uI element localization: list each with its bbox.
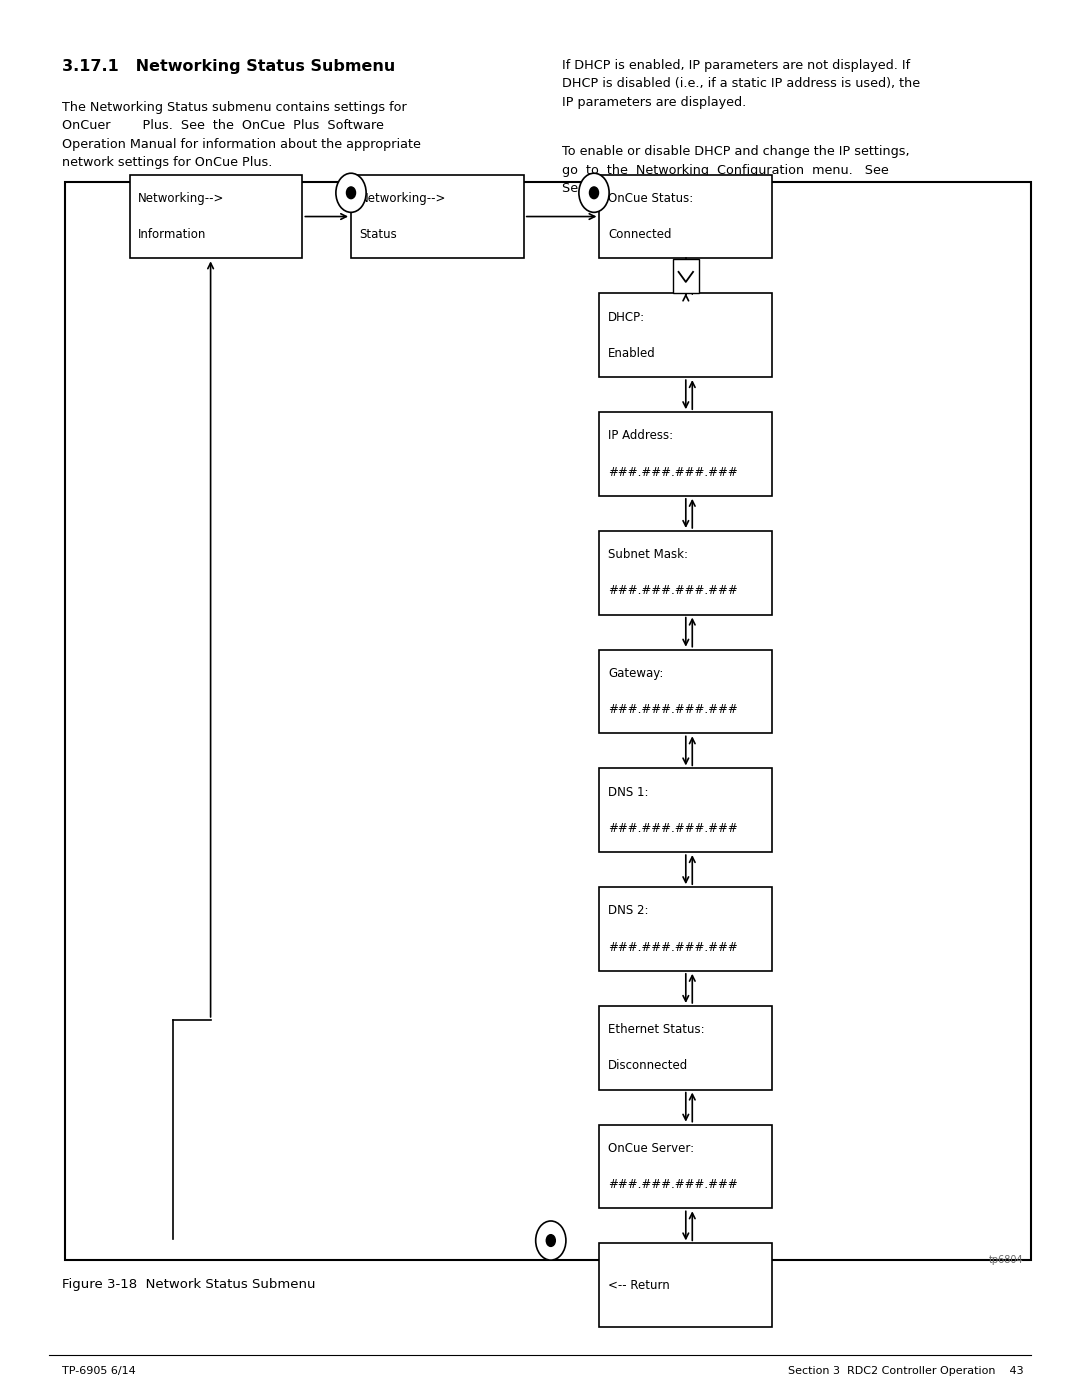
Text: If DHCP is enabled, IP parameters are not displayed. If
DHCP is disabled (i.e., : If DHCP is enabled, IP parameters are no… <box>562 59 920 109</box>
Bar <box>351 175 524 258</box>
Bar <box>599 1243 772 1327</box>
Text: <-- Return: <-- Return <box>608 1278 670 1292</box>
Text: Networking-->: Networking--> <box>360 191 446 205</box>
Text: The Networking Status submenu contains settings for
OnCuer        Plus.  See  th: The Networking Status submenu contains s… <box>62 101 420 169</box>
Text: Connected: Connected <box>608 228 672 242</box>
Text: tp6804: tp6804 <box>989 1255 1024 1264</box>
Text: DNS 1:: DNS 1: <box>608 785 649 799</box>
Text: DHCP:: DHCP: <box>608 310 645 324</box>
Text: ###.###.###.###: ###.###.###.### <box>608 703 738 717</box>
Text: Information: Information <box>138 228 206 242</box>
Text: OnCue Server:: OnCue Server: <box>608 1141 694 1155</box>
Text: Status: Status <box>360 228 397 242</box>
Bar <box>599 175 772 258</box>
Text: ###.###.###.###: ###.###.###.### <box>608 465 738 479</box>
Text: Networking-->: Networking--> <box>138 191 225 205</box>
Bar <box>599 531 772 615</box>
Bar <box>130 175 302 258</box>
Text: Section 3  RDC2 Controller Operation    43: Section 3 RDC2 Controller Operation 43 <box>788 1366 1024 1376</box>
Text: IP Address:: IP Address: <box>608 429 673 443</box>
Bar <box>65 182 1031 1260</box>
Bar <box>599 1125 772 1208</box>
Text: TP-6905 6/14: TP-6905 6/14 <box>62 1366 135 1376</box>
Bar <box>599 650 772 733</box>
Bar <box>599 768 772 852</box>
Text: ###.###.###.###: ###.###.###.### <box>608 940 738 954</box>
Circle shape <box>347 187 355 198</box>
Bar <box>673 260 699 293</box>
Text: To enable or disable DHCP and change the IP settings,
go  to  the  Networking  C: To enable or disable DHCP and change the… <box>562 145 909 196</box>
Text: OnCue Status:: OnCue Status: <box>608 191 693 205</box>
Circle shape <box>590 187 598 198</box>
Circle shape <box>579 173 609 212</box>
Text: ###.###.###.###: ###.###.###.### <box>608 1178 738 1192</box>
Text: ###.###.###.###: ###.###.###.### <box>608 821 738 835</box>
Bar <box>599 293 772 377</box>
Circle shape <box>536 1221 566 1260</box>
Bar <box>599 412 772 496</box>
Bar <box>599 1006 772 1090</box>
Bar <box>599 887 772 971</box>
Text: DNS 2:: DNS 2: <box>608 904 649 918</box>
Text: Gateway:: Gateway: <box>608 666 663 680</box>
Text: Ethernet Status:: Ethernet Status: <box>608 1023 704 1037</box>
Text: Subnet Mask:: Subnet Mask: <box>608 548 688 562</box>
Circle shape <box>546 1235 555 1246</box>
Text: Figure 3-18  Network Status Submenu: Figure 3-18 Network Status Submenu <box>62 1278 315 1291</box>
Text: Enabled: Enabled <box>608 346 656 360</box>
Text: Disconnected: Disconnected <box>608 1059 688 1073</box>
Text: ###.###.###.###: ###.###.###.### <box>608 584 738 598</box>
Circle shape <box>336 173 366 212</box>
Text: 3.17.1   Networking Status Submenu: 3.17.1 Networking Status Submenu <box>62 59 395 74</box>
